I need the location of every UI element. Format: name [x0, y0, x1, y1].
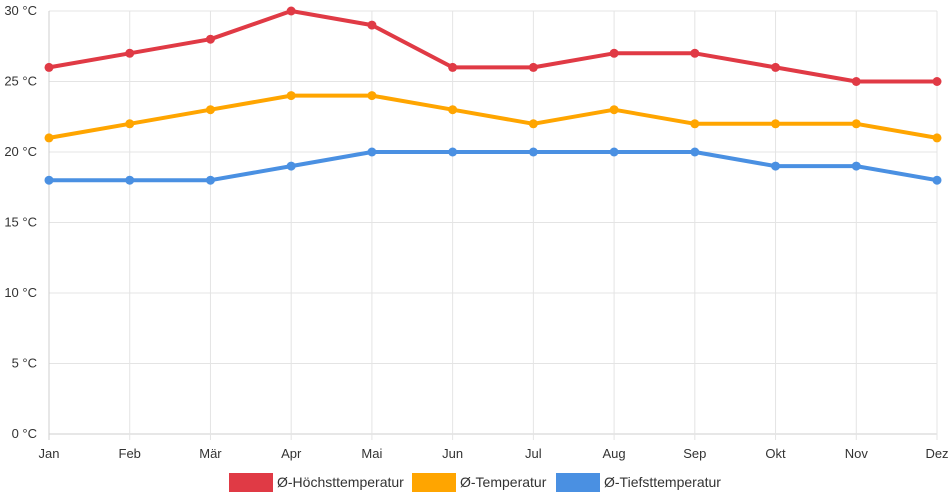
x-tick-label: Aug: [603, 446, 626, 461]
y-tick-label: 0 °C: [12, 426, 37, 441]
series-min-temperature: [44, 147, 942, 185]
data-point[interactable]: [286, 91, 296, 101]
data-point[interactable]: [609, 105, 619, 115]
data-point[interactable]: [528, 62, 538, 72]
legend: Ø-Höchsttemperatur Ø-Temperatur Ø-Tiefst…: [229, 473, 721, 492]
y-tick-label: 5 °C: [12, 356, 37, 371]
data-point[interactable]: [125, 175, 135, 185]
data-point[interactable]: [448, 105, 458, 115]
data-point[interactable]: [367, 91, 377, 101]
data-point[interactable]: [690, 147, 700, 157]
series-line: [47, 150, 939, 183]
x-tick-label: Sep: [683, 446, 706, 461]
series-line: [47, 9, 939, 84]
data-point[interactable]: [690, 119, 700, 129]
legend-label: Ø-Temperatur: [460, 474, 547, 490]
data-point[interactable]: [125, 119, 135, 129]
data-point[interactable]: [528, 119, 538, 129]
legend-swatch: [556, 473, 600, 492]
y-tick-label: 25 °C: [4, 74, 37, 89]
data-point[interactable]: [44, 133, 54, 143]
x-tick-label: Mai: [361, 446, 382, 461]
y-tick-label: 15 °C: [4, 215, 37, 230]
data-point[interactable]: [771, 161, 781, 171]
x-tick-label: Dez: [925, 446, 948, 461]
series-avg-temperature: [44, 91, 942, 143]
data-point[interactable]: [286, 6, 296, 16]
data-point[interactable]: [125, 48, 135, 58]
y-tick-label: 30 °C: [4, 3, 37, 18]
data-point[interactable]: [771, 119, 781, 129]
x-tick-label: Jan: [39, 446, 60, 461]
data-point[interactable]: [205, 105, 215, 115]
data-point[interactable]: [367, 20, 377, 30]
series-line: [47, 93, 939, 140]
data-point[interactable]: [205, 175, 215, 185]
legend-label: Ø-Tiefsttemperatur: [604, 474, 721, 490]
data-point[interactable]: [205, 34, 215, 44]
data-point[interactable]: [448, 62, 458, 72]
legend-swatch: [412, 473, 456, 492]
x-tick-label: Nov: [845, 446, 869, 461]
x-tick-label: Mär: [199, 446, 222, 461]
data-point[interactable]: [771, 62, 781, 72]
data-point[interactable]: [932, 77, 942, 86]
x-tick-label: Jul: [525, 446, 542, 461]
data-point[interactable]: [851, 77, 861, 86]
y-tick-label: 10 °C: [4, 285, 37, 300]
x-tick-label: Apr: [281, 446, 302, 461]
data-point[interactable]: [690, 48, 700, 58]
grid-lines: [48, 10, 938, 440]
legend-item-max-temperature[interactable]: Ø-Höchsttemperatur: [229, 473, 404, 492]
x-axis-labels: Jan Feb Mär Apr Mai Jun Jul Aug Sep Okt …: [39, 446, 949, 461]
data-point[interactable]: [44, 62, 54, 72]
legend-item-avg-temperature[interactable]: Ø-Temperatur: [412, 473, 547, 492]
x-tick-label: Feb: [119, 446, 141, 461]
legend-swatch: [229, 473, 273, 492]
data-point[interactable]: [367, 147, 377, 157]
data-point[interactable]: [528, 147, 538, 157]
data-point[interactable]: [44, 175, 54, 185]
data-point[interactable]: [932, 175, 942, 185]
data-point[interactable]: [932, 133, 942, 143]
data-point[interactable]: [448, 147, 458, 157]
series-max-temperature: [44, 6, 942, 86]
data-point[interactable]: [851, 161, 861, 171]
data-point[interactable]: [609, 147, 619, 157]
y-tick-label: 20 °C: [4, 144, 37, 159]
legend-label: Ø-Höchsttemperatur: [277, 474, 404, 490]
x-tick-label: Okt: [765, 446, 786, 461]
x-tick-label: Jun: [442, 446, 463, 461]
data-point[interactable]: [609, 48, 619, 58]
data-point[interactable]: [851, 119, 861, 129]
y-axis-labels: 0 °C 5 °C 10 °C 15 °C 20 °C 25 °C 30 °C: [4, 3, 37, 441]
series-lines: [44, 6, 942, 185]
legend-item-min-temperature[interactable]: Ø-Tiefsttemperatur: [556, 473, 721, 492]
data-point[interactable]: [286, 161, 296, 171]
